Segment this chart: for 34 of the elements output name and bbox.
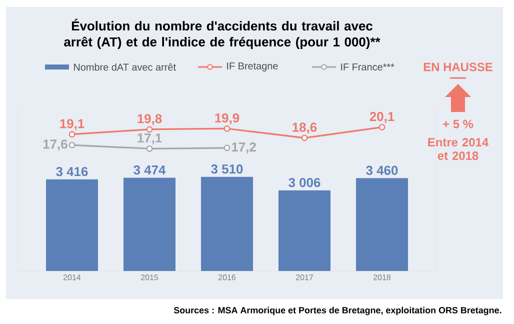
data-label: 3 006 [288, 178, 320, 188]
legend-label: IF Bretagne [227, 62, 278, 72]
point [224, 144, 230, 152]
bar [278, 190, 330, 271]
text: EN HAUSSE [424, 62, 492, 72]
data-label: 19,1 [60, 119, 84, 130]
bar [356, 178, 408, 271]
point [378, 124, 386, 130]
data-label: 17,2 [232, 142, 256, 154]
point [68, 142, 76, 148]
data-label: 3 416 [56, 166, 88, 176]
point [68, 131, 76, 138]
data-label: 3 460 [366, 166, 398, 175]
legend-label: Nombre dAT avec arrêt [74, 63, 176, 71]
annotation: Entre 2014 et 2018 [428, 138, 488, 160]
data-label: 3 510 [211, 164, 243, 174]
chart-title: Évolution du nombre d'accidents du travail avec arrêt (AT) et de l'indice de fréquence (pour 1 000)** [64, 18, 380, 50]
point [301, 134, 308, 142]
data-label: 18,6 [292, 122, 317, 134]
legend-label: IF France*** [341, 64, 394, 70]
data-label: 19,8 [138, 114, 162, 126]
bar [201, 176, 253, 271]
point [146, 126, 153, 133]
point [224, 125, 230, 132]
bar [46, 179, 98, 271]
text: + 5 % [443, 120, 474, 128]
bar [124, 178, 176, 271]
data-label: 3 474 [134, 165, 166, 175]
data-label: 17,6 [43, 140, 68, 151]
source-note: Sources : MSA Armorique et Portes de Bretagne, exploitation ORS Bretagne. [174, 306, 502, 316]
point [146, 145, 153, 152]
data-label: 19,9 [215, 113, 240, 124]
data-label: 20,1 [370, 112, 394, 123]
data-label: 17,1 [138, 134, 162, 144]
